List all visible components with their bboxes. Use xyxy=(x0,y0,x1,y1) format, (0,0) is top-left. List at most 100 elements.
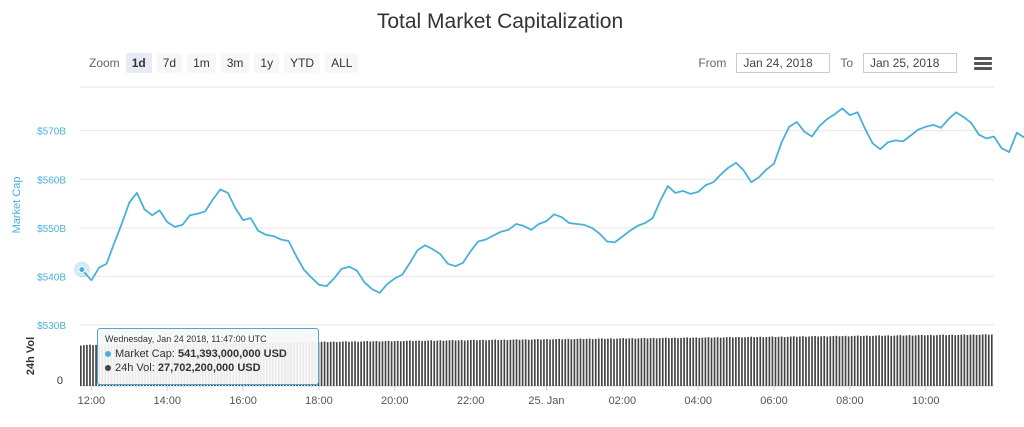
volume-bar xyxy=(610,338,612,386)
volume-bar xyxy=(789,336,792,386)
volume-bar xyxy=(869,336,871,386)
volume-bar xyxy=(649,338,652,386)
volume-bar xyxy=(454,340,457,386)
y-axis-title-volume: 24h Vol xyxy=(25,337,37,375)
zoom-button-all[interactable]: ALL xyxy=(325,53,359,73)
volume-bar xyxy=(652,337,655,386)
volume-bar xyxy=(713,337,716,386)
volume-bar xyxy=(582,339,585,386)
volume-bar xyxy=(850,336,853,386)
volume-bar xyxy=(814,336,816,386)
volume-bar xyxy=(546,339,548,386)
volume-bar xyxy=(680,337,682,386)
volume-bar xyxy=(969,334,972,386)
volume-bar xyxy=(466,340,469,386)
volume-bar xyxy=(561,339,564,386)
tooltip-market-cap-row: Market Cap: 541,393,000,000 USD xyxy=(105,347,311,361)
volume-bar xyxy=(92,345,94,386)
volume-bar xyxy=(89,344,91,386)
zoom-button-ytd[interactable]: YTD xyxy=(284,53,321,73)
volume-bar xyxy=(686,337,688,386)
volume-bar xyxy=(689,337,692,386)
zoom-button-1m[interactable]: 1m xyxy=(187,53,216,73)
volume-bar xyxy=(579,338,582,386)
volume-bar xyxy=(588,338,591,386)
volume-bar xyxy=(488,340,490,386)
volume-bar xyxy=(552,339,554,386)
zoom-button-1d[interactable]: 1d xyxy=(125,53,152,73)
volume-zero-label: 0 xyxy=(57,375,63,387)
y-tick-label: $570B xyxy=(37,127,66,138)
zoom-button-1y[interactable]: 1y xyxy=(254,53,280,73)
volume-bar xyxy=(917,335,920,386)
volume-bar xyxy=(375,341,378,386)
volume-bar xyxy=(604,338,606,386)
y-axis-title-market-cap: Market Cap xyxy=(11,177,23,234)
volume-bar xyxy=(960,334,963,386)
volume-bar xyxy=(628,338,631,386)
volume-bar xyxy=(594,338,597,386)
volume-bar xyxy=(521,339,524,386)
tooltip: Wednesday, Jan 24 2018, 11:47:00 UTC Mar… xyxy=(97,328,319,385)
volume-bar xyxy=(911,335,914,386)
tooltip-volume-label: 24h Vol: xyxy=(115,362,155,374)
volume-bar xyxy=(978,334,981,386)
volume-bar xyxy=(509,339,512,386)
volume-bar xyxy=(817,336,819,386)
volume-bar xyxy=(597,338,600,386)
volume-bar xyxy=(780,336,783,386)
volume-bar xyxy=(482,339,484,386)
hover-marker xyxy=(78,266,86,274)
zoom-toolbar: Zoom 1d 7d 1m 3m 1y YTD ALL xyxy=(89,53,363,73)
volume-bar xyxy=(555,339,557,386)
x-tick-label: 10:00 xyxy=(912,395,940,407)
volume-bar xyxy=(445,340,448,386)
volume-bar xyxy=(390,341,393,386)
from-date-input[interactable] xyxy=(736,53,831,73)
volume-bar xyxy=(396,340,399,386)
volume-bar xyxy=(643,337,646,386)
tooltip-volume-row: 24h Vol: 27,702,200,000 USD xyxy=(105,361,311,375)
to-date-input[interactable] xyxy=(863,53,957,73)
volume-bar xyxy=(674,337,676,386)
hamburger-menu-icon[interactable] xyxy=(974,57,992,71)
volume-bar xyxy=(847,336,850,386)
market-cap-line xyxy=(81,107,1024,294)
volume-bar xyxy=(613,338,615,386)
zoom-button-3m[interactable]: 3m xyxy=(220,53,250,73)
volume-bar xyxy=(942,334,944,386)
volume-bar xyxy=(625,338,628,386)
from-label: From xyxy=(698,56,727,70)
x-tick-label: 16:00 xyxy=(229,395,257,407)
to-label: To xyxy=(840,56,853,70)
volume-bar xyxy=(393,341,396,386)
volume-bar xyxy=(661,337,664,386)
zoom-button-7d[interactable]: 7d xyxy=(156,53,183,73)
volume-bar xyxy=(320,341,323,386)
volume-bar xyxy=(856,335,859,386)
volume-bar xyxy=(683,337,685,386)
volume-bar xyxy=(83,345,85,386)
volume-bar xyxy=(838,336,841,386)
volume-bar xyxy=(768,336,771,386)
volume-bar xyxy=(786,336,789,386)
volume-bar xyxy=(945,335,947,386)
market-cap-dot-icon xyxy=(105,351,111,358)
volume-bar xyxy=(591,339,594,386)
volume-bar xyxy=(951,334,954,386)
volume-bar xyxy=(981,334,984,386)
tooltip-time: Wednesday, Jan 24 2018, 11:47:00 UTC xyxy=(105,334,267,344)
volume-bar xyxy=(908,335,911,386)
volume-bar xyxy=(701,337,704,386)
volume-bar xyxy=(698,337,701,386)
volume-bar xyxy=(424,340,426,386)
volume-bar xyxy=(872,335,874,386)
volume-bar xyxy=(585,338,588,386)
volume-bar xyxy=(808,336,810,386)
volume-bar xyxy=(805,336,807,386)
volume-bar xyxy=(774,337,777,386)
volume-bar xyxy=(866,335,868,386)
volume-bar xyxy=(448,340,451,386)
volume-bar xyxy=(655,338,658,386)
volume-bar xyxy=(570,339,573,386)
